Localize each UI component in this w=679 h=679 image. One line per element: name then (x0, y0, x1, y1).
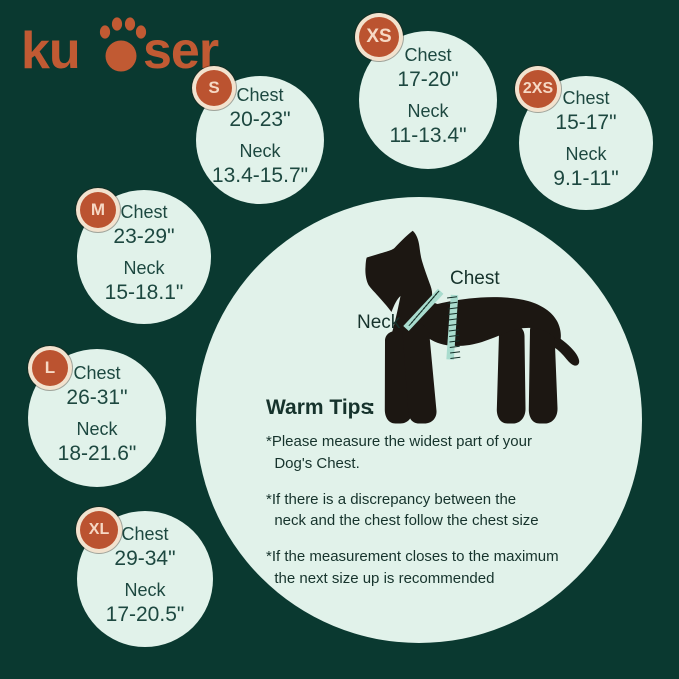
svg-text:Neck: Neck (357, 312, 401, 333)
svg-text:Chest: Chest (450, 268, 500, 289)
